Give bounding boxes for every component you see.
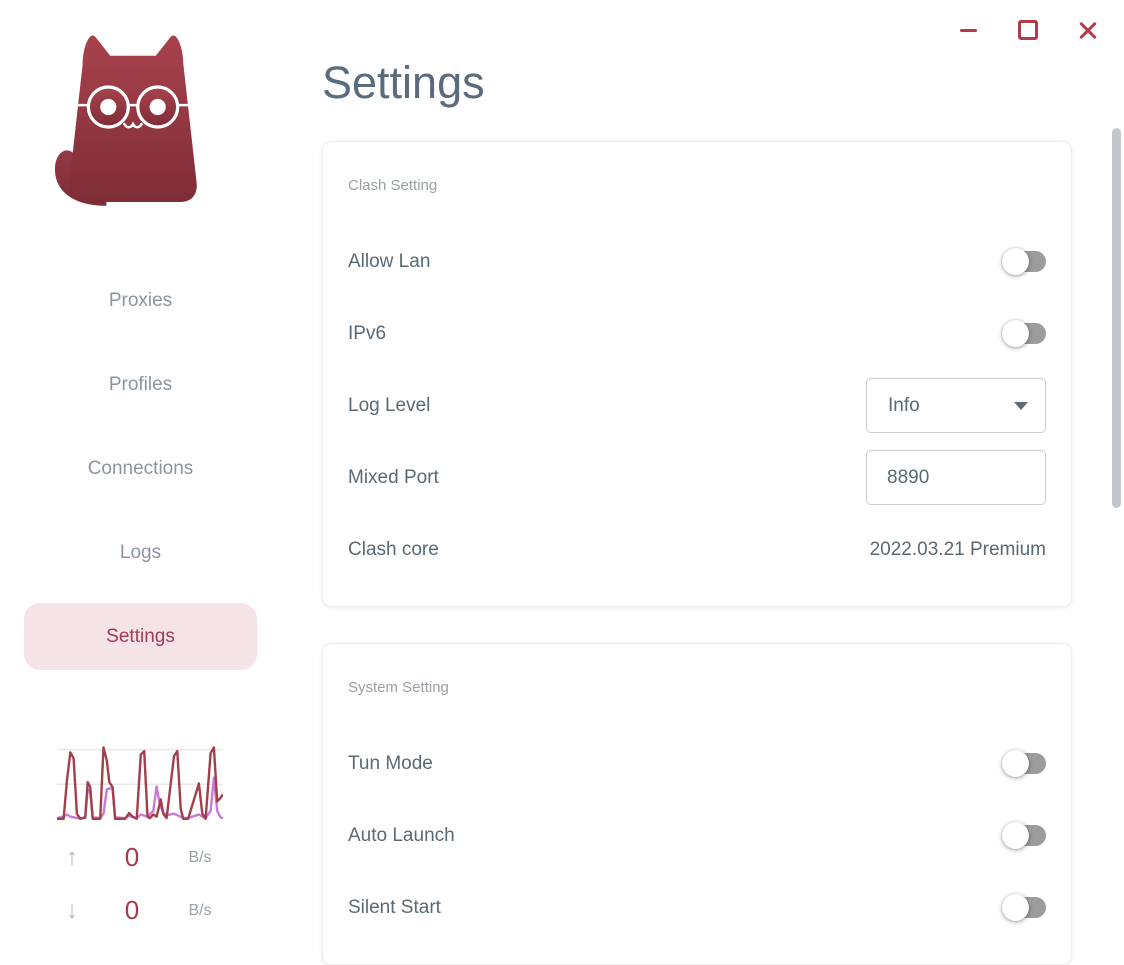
sidebar-item-connections[interactable]: Connections [87, 457, 194, 479]
clash-core-value: 2022.03.21 Premium [869, 538, 1046, 560]
setting-label: Auto Launch [348, 824, 455, 846]
silent-start-toggle[interactable] [1002, 894, 1046, 921]
chevron-down-icon [1014, 401, 1028, 410]
settings-cards: Clash Setting Allow Lan IPv6 Log Level Info M… [322, 140, 1072, 965]
upload-speed-unit: B/s [188, 848, 212, 866]
card-section-title: Clash Setting [348, 177, 438, 194]
page-title: Settings [322, 57, 485, 108]
auto-launch-toggle[interactable] [1002, 822, 1046, 849]
card-system-setting: System Setting Tun Mode Auto Launch Silent … [322, 642, 1072, 965]
setting-row-auto-launch: Auto Launch [348, 800, 1046, 872]
setting-row-allow-lan: Allow Lan [348, 226, 1046, 298]
arrow-up-icon: ↑ [66, 843, 78, 871]
setting-row-log-level: Log Level Info [348, 370, 1046, 442]
sidebar-item-proxies[interactable]: Proxies [108, 289, 173, 311]
sidebar-item-settings[interactable]: Settings [24, 603, 257, 670]
close-button[interactable] [1074, 16, 1102, 44]
card-clash-setting: Clash Setting Allow Lan IPv6 Log Level Info M… [322, 140, 1072, 607]
mixed-port-input[interactable] [866, 450, 1046, 505]
maximize-button[interactable] [1014, 16, 1042, 44]
toggle-thumb [1002, 822, 1029, 849]
sidebar-item-profiles[interactable]: Profiles [108, 373, 173, 395]
traffic-upload-row: ↑ 0 B/s [50, 842, 230, 873]
setting-label: Allow Lan [348, 250, 431, 272]
minimize-icon [959, 28, 977, 32]
main-content: Settings Clash Setting Allow Lan IPv6 Log L… [322, 0, 1072, 965]
setting-row-tun-mode: Tun Mode [348, 728, 1046, 800]
setting-label: Tun Mode [348, 752, 433, 774]
sidebar-nav: Proxies Profiles Connections Logs Settings [24, 267, 257, 670]
toggle-thumb [1002, 320, 1029, 347]
sidebar-item-logs[interactable]: Logs [119, 541, 162, 563]
download-speed-unit: B/s [188, 901, 212, 919]
tun-mode-toggle[interactable] [1002, 750, 1046, 777]
toggle-thumb [1002, 750, 1029, 777]
upload-series-line [57, 746, 223, 821]
maximize-icon [1018, 20, 1038, 40]
vertical-scrollbar-thumb[interactable] [1112, 128, 1121, 508]
upload-speed-value: 0 [124, 842, 140, 872]
arrow-down-icon: ↓ [66, 896, 78, 924]
setting-label: Silent Start [348, 896, 441, 918]
minimize-button[interactable] [954, 16, 982, 44]
setting-row-clash-core: Clash core 2022.03.21 Premium [348, 514, 1046, 586]
sidebar: Proxies Profiles Connections Logs Settings ↑… [0, 0, 280, 937]
setting-label: Clash core [348, 538, 439, 560]
log-level-select[interactable]: Info [866, 378, 1046, 433]
setting-label: Mixed Port [348, 466, 439, 488]
setting-row-silent-start: Silent Start [348, 872, 1046, 944]
traffic-download-row: ↓ 0 B/s [50, 895, 230, 926]
window-controls [954, 16, 1102, 44]
toggle-thumb [1002, 248, 1029, 275]
toggle-thumb [1002, 894, 1029, 921]
setting-row-mixed-port: Mixed Port [348, 442, 1046, 514]
setting-label: IPv6 [348, 322, 387, 344]
allow-lan-toggle[interactable] [1002, 248, 1046, 275]
close-icon [1078, 20, 1098, 40]
ipv6-toggle[interactable] [1002, 320, 1046, 347]
clash-cat-logo-icon [54, 35, 197, 206]
setting-row-ipv6: IPv6 [348, 298, 1046, 370]
card-section-title: System Setting [348, 679, 449, 696]
traffic-sparkline-chart [57, 746, 223, 821]
select-value: Info [888, 394, 920, 416]
download-speed-value: 0 [124, 895, 140, 925]
setting-label: Log Level [348, 394, 431, 416]
